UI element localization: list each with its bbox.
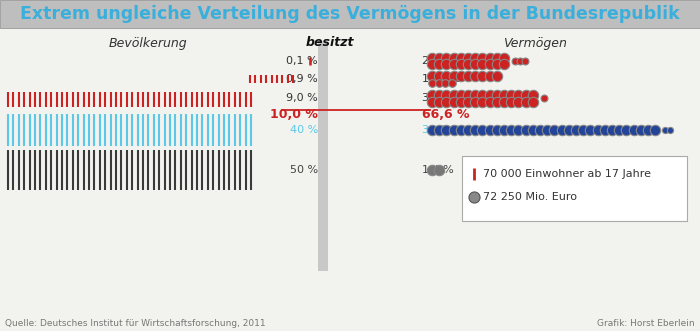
Text: besitzt: besitzt	[306, 36, 354, 50]
Bar	[462, 156, 687, 221]
Text: 72 250 Mio. Euro: 72 250 Mio. Euro	[483, 192, 577, 202]
Text: 9,0 %: 9,0 %	[286, 93, 318, 103]
Text: 70 000 Einwohner ab 17 Jahre: 70 000 Einwohner ab 17 Jahre	[483, 169, 651, 179]
Text: Quelle: Deutsches Institut für Wirtschaftsforschung, 2011: Quelle: Deutsches Institut für Wirtschaf…	[5, 319, 265, 328]
Text: 22,5 %: 22,5 %	[422, 56, 461, 66]
Text: 0,1 %: 0,1 %	[286, 56, 318, 66]
Bar	[318, 41, 328, 271]
Text: 1,4 %: 1,4 %	[422, 165, 454, 175]
Text: 13,3 %: 13,3 %	[422, 74, 461, 84]
Bar	[0, 0, 700, 28]
Text: Bevölkerung: Bevölkerung	[108, 36, 188, 50]
Text: Extrem ungleiche Verteilung des Vermögens in der Bundesrepublik: Extrem ungleiche Verteilung des Vermögen…	[20, 5, 680, 23]
Text: Grafik: Horst Eberlein: Grafik: Horst Eberlein	[597, 319, 695, 328]
Text: Vermögen: Vermögen	[503, 36, 567, 50]
Text: 66,6 %: 66,6 %	[422, 109, 470, 121]
Text: 0,9 %: 0,9 %	[286, 74, 318, 84]
Text: 40 %: 40 %	[290, 125, 318, 135]
Text: 10,0 %: 10,0 %	[270, 109, 318, 121]
Text: 30,8 %: 30,8 %	[422, 93, 461, 103]
Text: 32,0 %: 32,0 %	[422, 125, 461, 135]
Text: 50 %: 50 %	[290, 165, 318, 175]
